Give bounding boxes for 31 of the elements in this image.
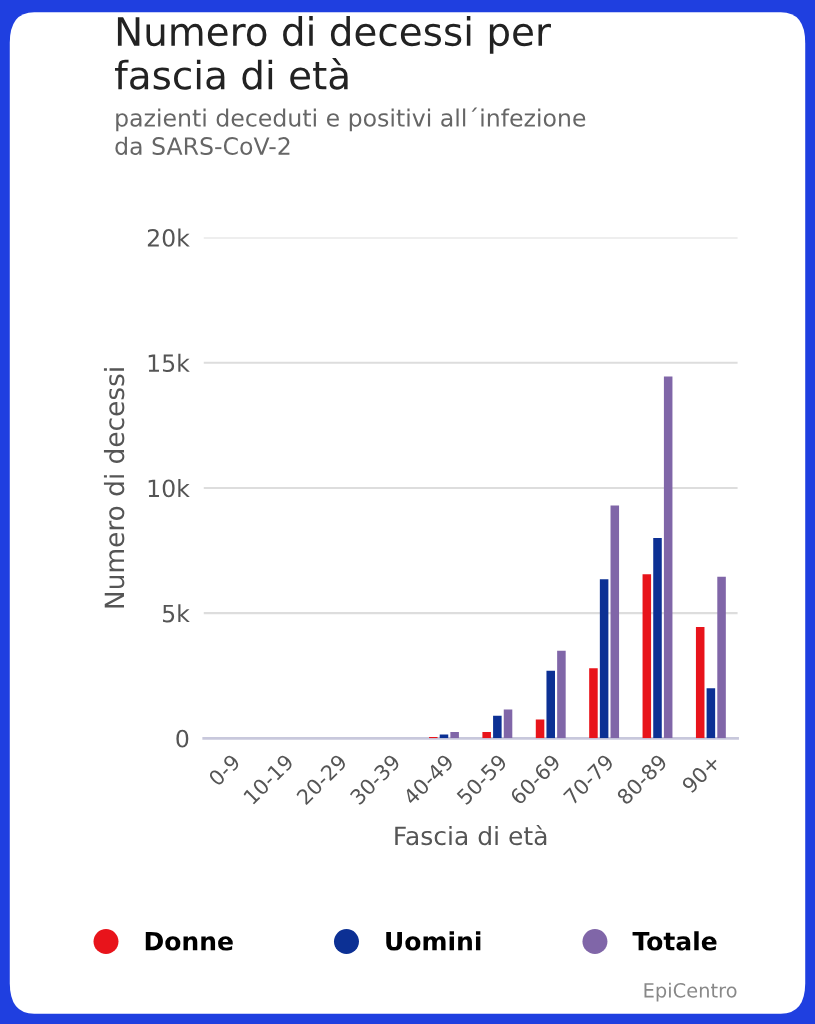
bar bbox=[599, 579, 609, 739]
bar bbox=[653, 538, 662, 739]
bar bbox=[482, 732, 491, 739]
y-tick-label: 15k bbox=[148, 353, 190, 373]
bar bbox=[450, 732, 459, 739]
legend-label: Donne bbox=[145, 931, 233, 951]
x-axis-title: Fascia di età bbox=[395, 824, 547, 846]
text: EpiCentro bbox=[644, 982, 737, 1002]
chart-subtitle: pazienti deceduti e positivi all´infezione da SARS-CoV-2 bbox=[115, 107, 586, 155]
x-tick-label: 0-9 bbox=[207, 753, 241, 787]
bar bbox=[706, 688, 716, 739]
bar bbox=[493, 715, 502, 739]
y-tick-label: 20k bbox=[147, 228, 190, 247]
bar bbox=[717, 576, 726, 739]
y-tick-label: 0 bbox=[176, 729, 189, 748]
chart-title: Numero di decessi per fascia di età bbox=[114, 16, 551, 90]
legend-label: Totale bbox=[632, 931, 717, 951]
y-tick-label: 10k bbox=[148, 478, 190, 498]
legend-label: Uomini bbox=[386, 931, 481, 951]
bar bbox=[663, 376, 673, 739]
y-axis-title: Numero di decessi bbox=[103, 368, 125, 608]
bar bbox=[557, 650, 566, 739]
bar bbox=[610, 505, 620, 739]
bar bbox=[535, 719, 545, 739]
bar bbox=[695, 626, 705, 739]
bar bbox=[642, 574, 652, 739]
bar bbox=[589, 668, 598, 739]
bar bbox=[546, 670, 556, 739]
x-tick-label: 90+ bbox=[680, 754, 721, 794]
bar bbox=[503, 709, 513, 739]
y-tick-label: 5k bbox=[162, 604, 190, 623]
